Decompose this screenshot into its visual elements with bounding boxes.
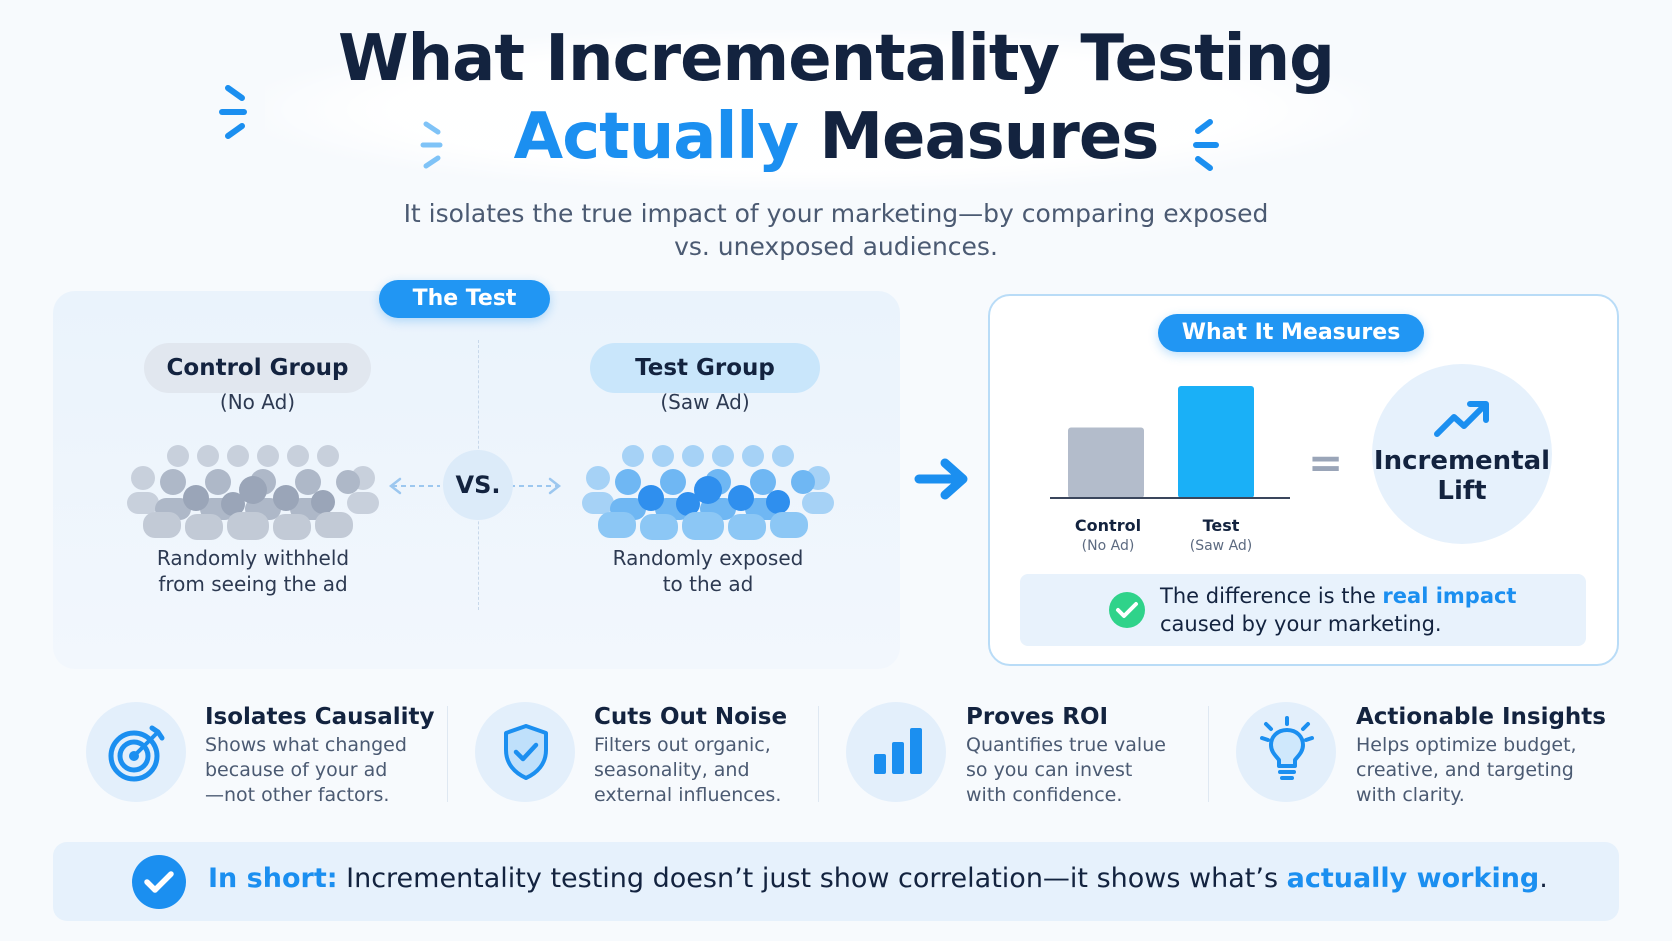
summary-body: Incrementality testing doesn’t just show…: [337, 863, 1287, 894]
feature-4-line3: with clarity.: [1356, 784, 1465, 806]
sparkle-right-icon: [1193, 119, 1219, 171]
vs-badge: VS.: [443, 450, 513, 520]
feature-3-title: Proves ROI: [966, 704, 1109, 730]
feature-1-line2: because of your ad: [205, 759, 388, 781]
page-title-line1: What Incrementality Testing: [338, 22, 1335, 96]
lift-line2: Lift: [1437, 476, 1487, 506]
subtitle-line1: It isolates the true impact of your mark…: [403, 199, 1269, 228]
the-test-label: The Test: [379, 280, 550, 318]
what-it-measures-label: What It Measures: [1158, 314, 1424, 352]
shield-check-icon: [504, 724, 548, 780]
bar-test: [1178, 386, 1254, 498]
arrow-right-icon: [914, 458, 968, 500]
summary-end: .: [1539, 863, 1548, 894]
incremental-lift-circle: [1372, 364, 1552, 544]
summary-highlight: actually working: [1286, 863, 1540, 894]
check-badge-icon: [132, 855, 186, 909]
feature-3-line3: with confidence.: [966, 784, 1123, 806]
title-rest: Measures: [798, 100, 1159, 174]
summary-bar: [53, 842, 1619, 921]
feature-2-line3: external influences.: [594, 784, 782, 806]
feature-1-desc: Shows what changed because of your ad —n…: [205, 733, 435, 808]
incremental-lift-label: Incremental Lift: [1372, 446, 1552, 506]
diff-pre: The difference is the: [1160, 584, 1383, 608]
diff-line2: caused by your marketing.: [1160, 612, 1442, 636]
control-group-desc-line2: from seeing the ad: [158, 572, 348, 596]
lift-line1: Incremental: [1373, 446, 1551, 476]
target-icon: [108, 725, 165, 782]
feature-2-line1: Filters out organic,: [594, 734, 771, 756]
feature-3-line2: so you can invest: [966, 759, 1133, 781]
bar-label-test: Test: [1202, 516, 1240, 535]
comparison-bar-chart: [1050, 386, 1290, 499]
control-group-title: Control Group: [144, 343, 371, 393]
feature-4-desc: Helps optimize budget, creative, and tar…: [1356, 733, 1606, 808]
sparkle-left-icon: [219, 85, 247, 139]
check-circle-icon: [1109, 592, 1145, 628]
equals-sign: =: [1308, 438, 1344, 487]
bar-sub-control: (No Ad): [1081, 538, 1135, 554]
vs-arrows-icon: [388, 477, 562, 495]
feature-1-line1: Shows what changed: [205, 734, 407, 756]
feature-1-title: Isolates Causality: [205, 704, 435, 730]
feature-2-line2: seasonality, and: [594, 759, 750, 781]
feature-1-line3: —not other factors.: [205, 784, 390, 806]
page-title-line2: Actually Measures: [0, 100, 1672, 174]
feature-4-line1: Helps optimize budget,: [1356, 734, 1577, 756]
feature-separator: [447, 706, 448, 802]
test-group-desc-line2: to the ad: [662, 572, 754, 596]
feature-3-desc: Quantifies true value so you can invest …: [966, 733, 1196, 808]
summary-text: In short: Incrementality testing doesn’t…: [208, 863, 1548, 894]
summary-lead: In short:: [208, 863, 338, 894]
diff-highlight: real impact: [1382, 584, 1517, 608]
feature-separator: [1208, 706, 1209, 802]
test-crowd-icon: [582, 445, 834, 540]
feature-4-line2: creative, and targeting: [1356, 759, 1574, 781]
title-glow: [265, 30, 1370, 190]
subtitle-line2: vs. unexposed audiences.: [674, 232, 998, 261]
difference-text: The difference is the real impact caused…: [1160, 582, 1516, 638]
bar-sub-test: (Saw Ad): [1189, 538, 1253, 554]
control-group-subtitle: (No Ad): [219, 390, 296, 414]
test-group-subtitle: (Saw Ad): [660, 390, 750, 414]
test-group-desc-line1: Randomly exposed: [612, 546, 804, 570]
trend-up-icon: [1434, 401, 1489, 437]
test-group-title: Test Group: [590, 343, 820, 393]
feature-2-desc: Filters out organic, seasonality, and ex…: [594, 733, 824, 808]
feature-separator: [818, 706, 819, 802]
feature-3-line1: Quantifies true value: [966, 734, 1166, 756]
lightbulb-icon: [1260, 716, 1314, 780]
bar-label-control: Control: [1074, 516, 1142, 535]
feature-4-title: Actionable Insights: [1356, 704, 1606, 730]
title-accent-word: Actually: [513, 100, 799, 174]
control-crowd-icon: [127, 445, 379, 540]
bar-control: [1068, 427, 1144, 498]
control-group-desc-line1: Randomly withheld: [156, 546, 350, 570]
feature-2-title: Cuts Out Noise: [594, 704, 788, 730]
sparkle-mid-left-icon: [420, 121, 443, 169]
bar-chart-icon: [874, 728, 922, 774]
